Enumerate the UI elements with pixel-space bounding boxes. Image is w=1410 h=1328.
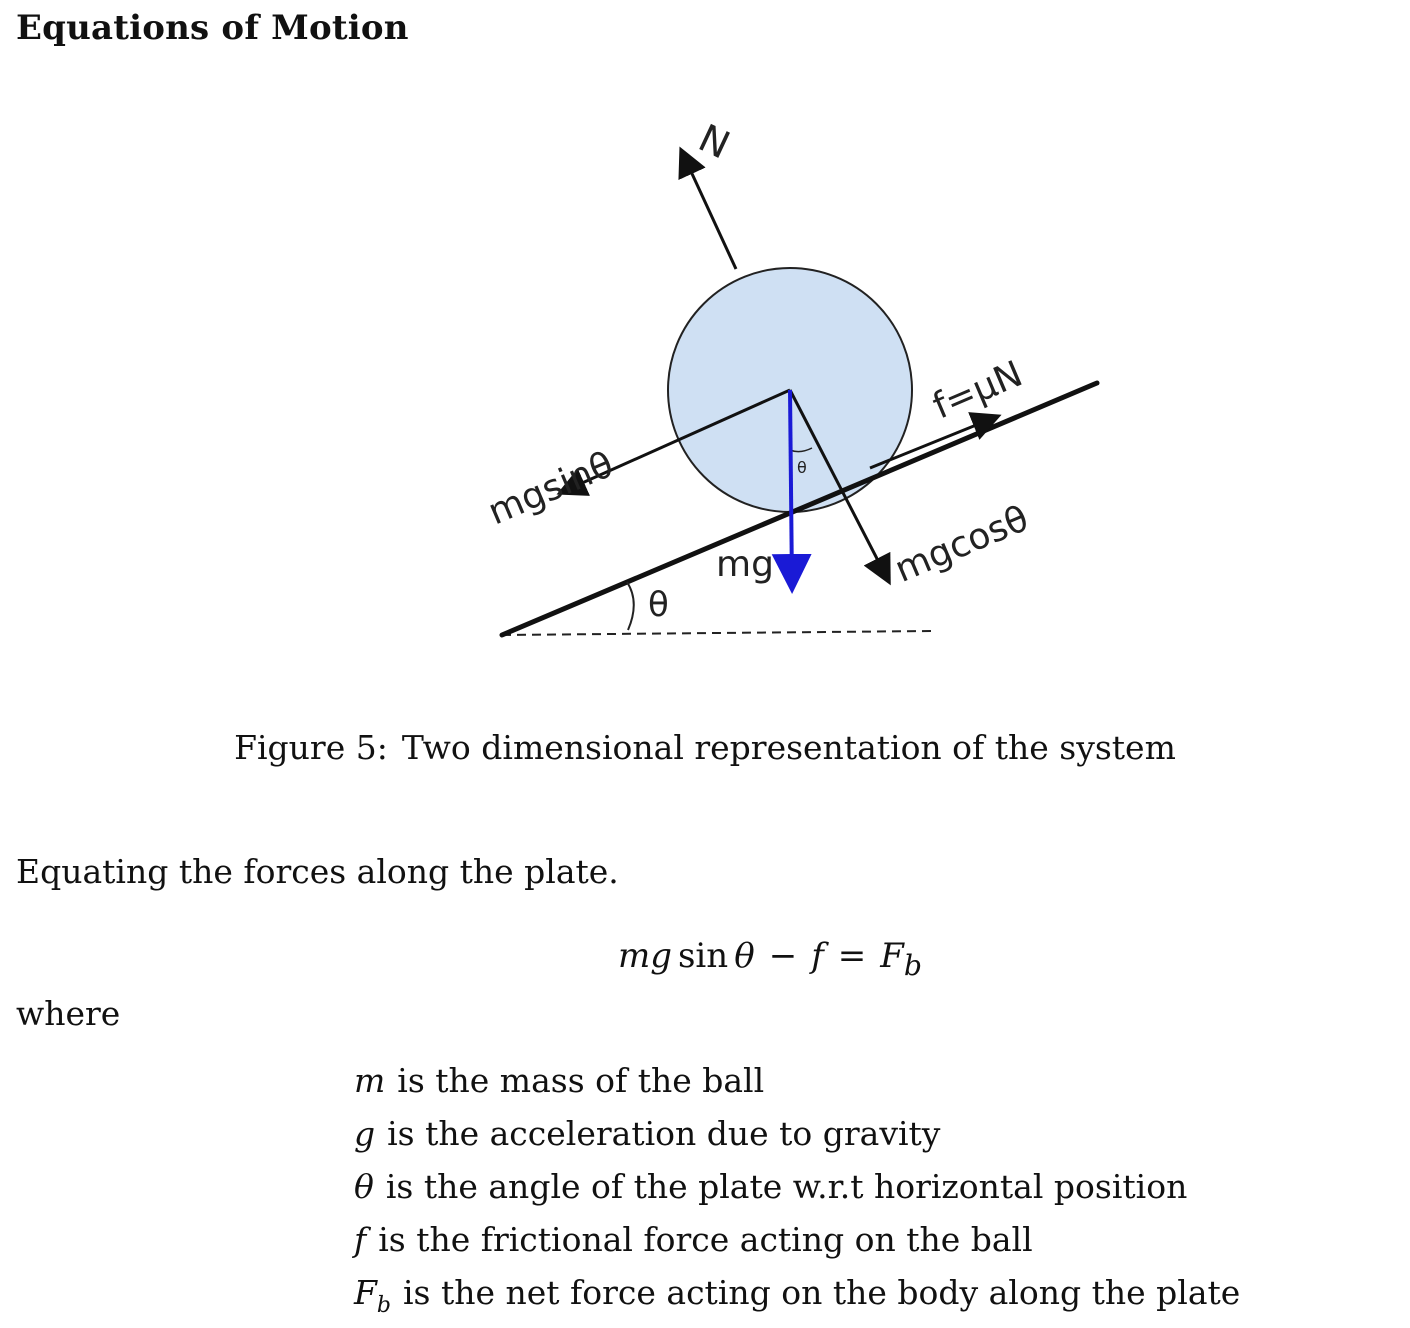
definition-item: Fb is the net force acting on the body al… [354, 1270, 1240, 1323]
free-body-diagram: N f=μN mgsinθ mgcosθ mg θ θ [0, 90, 1410, 710]
inner-angle-label: θ [797, 458, 807, 477]
mg-sin-label: mgsinθ [482, 444, 619, 533]
definition-item: g is the acceleration due to gravity [354, 1111, 1240, 1164]
where-text: where [16, 994, 121, 1033]
definition-text: is the angle of the plate w.r.t horizont… [385, 1167, 1188, 1206]
mg-cos-arrow [788, 389, 891, 586]
figure-caption-text: Two dimensional representation of the sy… [401, 728, 1176, 767]
definition-symbol: m [354, 1061, 386, 1100]
mg-sin-arrow [556, 388, 791, 496]
definition-item: f is the frictional force acting on the b… [354, 1217, 1240, 1270]
normal-force-arrow [678, 146, 738, 270]
definition-item: θ is the angle of the plate w.r.t horizon… [354, 1164, 1240, 1217]
figure-caption: Figure 5: Two dimensional representation … [0, 728, 1410, 767]
eq-g: g [650, 936, 672, 976]
figure-caption-number: Figure 5: [234, 728, 388, 767]
incline-angle-label: θ [648, 585, 669, 625]
definition-symbol: F [354, 1273, 377, 1312]
eq-b: b [903, 948, 923, 982]
weight-label: mg [716, 544, 774, 585]
normal-force-label: N [692, 116, 736, 168]
eq-sin: sin [677, 936, 729, 976]
friction-arrow [869, 412, 1002, 470]
definition-item: m is the mass of the ball [354, 1058, 1240, 1111]
eq-equals: = [837, 936, 867, 976]
incline-angle-arc [626, 581, 635, 631]
weight-arrow [771, 389, 812, 594]
horizontal-reference-line [501, 630, 933, 636]
definition-subscript: b [376, 1292, 391, 1318]
mg-cos-label: mgcosθ [889, 498, 1034, 591]
definitions-list: m is the mass of the ball g is the acceler… [354, 1058, 1240, 1323]
definition-symbol: θ [354, 1167, 374, 1206]
eq-minus: − [768, 936, 798, 976]
eq-f: f [811, 936, 824, 976]
intro-paragraph: Equating the forces along the plate. [16, 852, 619, 891]
definition-text: is the net force acting on the body alon… [403, 1273, 1241, 1312]
eq-F: F [880, 936, 904, 976]
force-equation: mg sin θ − f = Fb [0, 936, 1410, 982]
definition-text: is the acceleration due to gravity [387, 1114, 941, 1153]
definition-text: is the mass of the ball [397, 1061, 765, 1100]
definition-symbol: g [354, 1114, 376, 1153]
section-title: Equations of Motion [16, 8, 409, 48]
definition-text: is the frictional force acting on the ba… [378, 1220, 1033, 1259]
eq-theta: θ [734, 936, 755, 976]
diagram-canvas: N f=μN mgsinθ mgcosθ mg θ θ [482, 116, 1100, 638]
eq-m: m [617, 936, 651, 976]
definition-symbol: f [354, 1220, 367, 1259]
